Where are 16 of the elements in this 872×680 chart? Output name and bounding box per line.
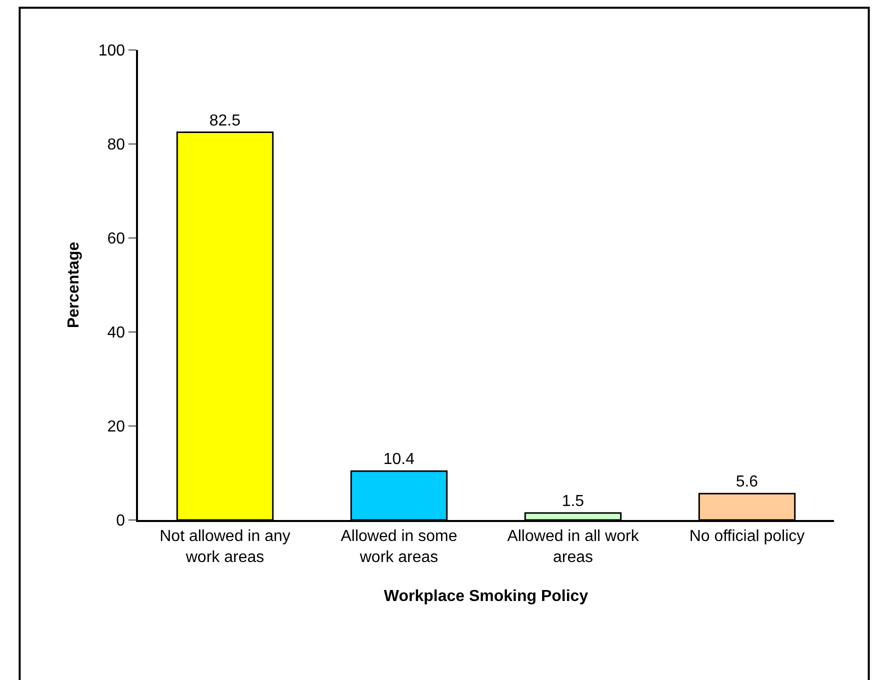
data-label: 5.6: [736, 474, 758, 491]
x-tick-label: Not allowed in any work areas: [160, 528, 290, 566]
y-tick-label: 80: [107, 136, 126, 154]
data-label: 1.5: [562, 492, 584, 510]
y-tick-label: 60: [107, 230, 126, 248]
y-tick-label: 20: [107, 418, 126, 436]
y-tick-label: 0: [116, 512, 126, 530]
data-label: 10.4: [383, 451, 415, 468]
data-label: 82.5: [209, 112, 241, 130]
y-tick-label: 100: [98, 42, 126, 60]
x-tick-label: No official policy: [689, 528, 805, 545]
x-axis-title: Workplace Smoking Policy: [384, 588, 588, 605]
y-axis-title: Percentage: [66, 242, 83, 328]
y-tick-label: 40: [107, 324, 126, 342]
x-tick-label: Allowed in all work areas: [507, 528, 640, 566]
x-tick-label: Allowed in some work areas: [340, 528, 458, 566]
